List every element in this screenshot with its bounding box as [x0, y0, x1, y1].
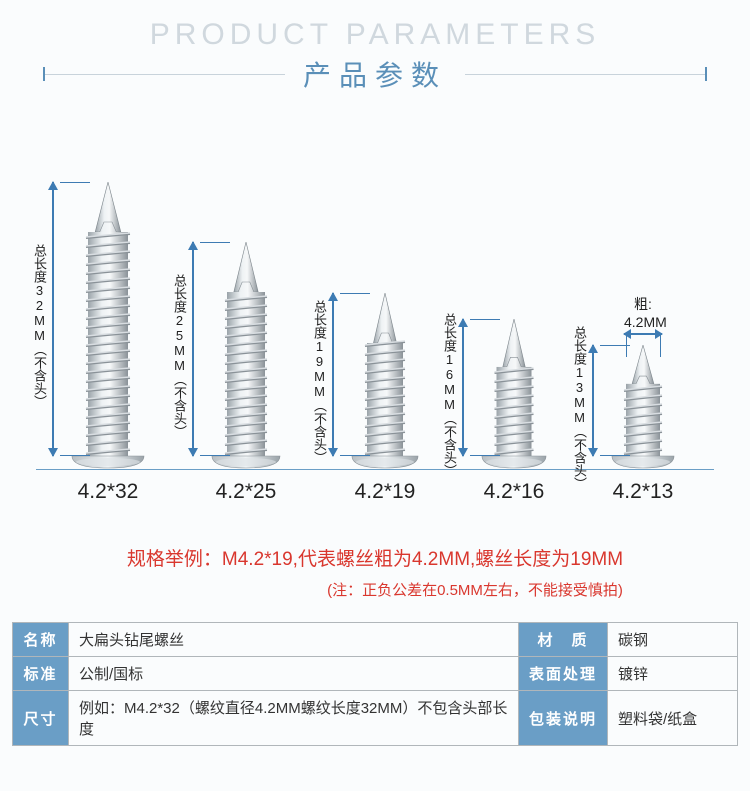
- length-dimension: 总长度13MM（不含头）: [584, 345, 594, 470]
- header-title-cn: 产品参数: [285, 54, 465, 94]
- spec-example: 规格举例：M4.2*19,代表螺丝粗为4.2MM,螺丝长度为19MM (注：正负…: [0, 544, 750, 600]
- width-label: 粗: 4.2MM: [624, 294, 662, 330]
- length-dimension: 总长度32MM（不含头）: [44, 182, 54, 470]
- length-dimension: 总长度25MM（不含头）: [184, 242, 194, 470]
- spec-val: 镀锌: [608, 657, 738, 691]
- spec-val: 塑料袋/纸盒: [608, 691, 738, 746]
- spec-key: 名称: [13, 623, 69, 657]
- size-label: 4.2*16: [484, 480, 545, 504]
- screw-4.2x19: 总长度19MM（不含头）4.2*19: [350, 293, 420, 470]
- spec-example-note: (注：正负公差在0.5MM左右，不能接受慎拍): [0, 579, 750, 600]
- spec-example-main: 规格举例：M4.2*19,代表螺丝粗为4.2MM,螺丝长度为19MM: [0, 544, 750, 571]
- width-dimension: 粗: 4.2MM: [624, 294, 662, 335]
- header-divider: 产品参数: [0, 54, 750, 94]
- length-label: 总长度32MM（不含头）: [30, 244, 49, 408]
- length-label: 总长度13MM（不含头）: [570, 326, 589, 490]
- spec-val: 公制/国标: [69, 657, 519, 691]
- length-label: 总长度19MM（不含头）: [310, 300, 329, 464]
- spec-key: 包装说明: [518, 691, 607, 746]
- length-label: 总长度16MM（不含头）: [440, 313, 459, 477]
- screw-4.2x25: 总长度25MM（不含头）4.2*25: [210, 242, 282, 470]
- screw-4.2x16: 总长度16MM（不含头）4.2*16: [480, 319, 548, 470]
- spec-row: 尺寸例如：M4.2*32（螺纹直径4.2MM螺纹长度32MM）不包含头部长度包装…: [13, 691, 738, 746]
- spec-row: 标准公制/国标表面处理镀锌: [13, 657, 738, 691]
- length-dimension: 总长度16MM（不含头）: [454, 319, 464, 470]
- header-title-en: PRODUCT PARAMETERS: [0, 18, 750, 52]
- spec-val: 碳钢: [608, 623, 738, 657]
- screw-4.2x32: 总长度32MM（不含头）4.2*32: [70, 182, 146, 470]
- spec-row: 名称大扁头钻尾螺丝材 质碳钢: [13, 623, 738, 657]
- screw-4.2x13: 总长度13MM（不含头）4.2*13: [610, 345, 676, 470]
- length-dimension: 总长度19MM（不含头）: [324, 293, 334, 470]
- width-bar: [624, 333, 662, 335]
- spec-key: 表面处理: [518, 657, 607, 691]
- size-label: 4.2*13: [613, 480, 674, 504]
- size-label: 4.2*32: [78, 480, 139, 504]
- spec-val: 大扁头钻尾螺丝: [69, 623, 519, 657]
- spec-key: 标准: [13, 657, 69, 691]
- spec-key: 材 质: [518, 623, 607, 657]
- header: PRODUCT PARAMETERS 产品参数: [0, 0, 750, 94]
- size-label: 4.2*19: [355, 480, 416, 504]
- spec-key: 尺寸: [13, 691, 69, 746]
- length-label: 总长度25MM（不含头）: [170, 274, 189, 438]
- size-label: 4.2*25: [216, 480, 277, 504]
- spec-table: 名称大扁头钻尾螺丝材 质碳钢标准公制/国标表面处理镀锌尺寸例如：M4.2*32（…: [12, 622, 738, 746]
- spec-val: 例如：M4.2*32（螺纹直径4.2MM螺纹长度32MM）不包含头部长度: [69, 691, 519, 746]
- screws-diagram: 总长度32MM（不含头）4.2*32 总长度25MM（不含头）4.2*25: [0, 114, 750, 534]
